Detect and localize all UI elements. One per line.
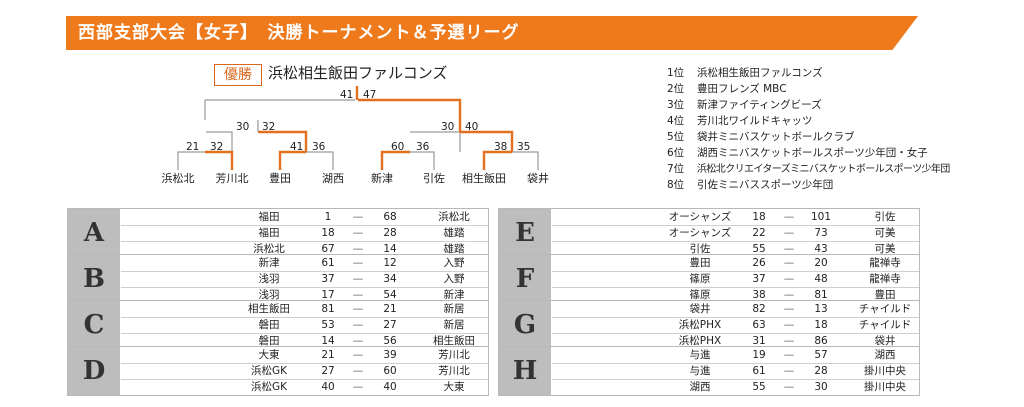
table-row: 袋井 82—13 チャイルド — [552, 301, 919, 318]
qf1-left — [177, 151, 205, 170]
qf3-right — [410, 151, 435, 170]
ranking-item: 3位 新津ファイティングビーズ — [667, 99, 822, 111]
table-row: 浜松PHX 63—18 チャイルド — [552, 317, 919, 334]
table-row: オーシャンズ 18—101 引佐 — [552, 209, 919, 226]
qf4-right — [512, 151, 539, 170]
table-row: 相生飯田 81—21 新居 — [121, 301, 488, 318]
qf1-score-right: 32 — [210, 141, 224, 153]
group-table-g: G 袋井 82—13 チャイルド 浜松PHX 63—18 チャイルド 浜松PHX 31—8… — [498, 300, 920, 350]
table-row: 与進 19—57 湖西 — [552, 347, 919, 364]
final-right-branch — [358, 98, 462, 120]
semi2-score-right: 40 — [465, 121, 479, 133]
page-title: 西部支部大会【女子】 決勝トーナメント＆予選リーグ — [78, 23, 520, 43]
group-letter: D — [68, 347, 120, 395]
table-row: 引佐 55—43 可美 — [689, 243, 896, 255]
final-score-left: 41 — [340, 89, 354, 101]
ranking-item: 2位 豊田フレンズ MBC — [667, 83, 787, 95]
group-letter: A — [68, 209, 120, 257]
group-table-e: E オーシャンズ 18—101 引佐 オーシャンズ 22—73 可美 引佐 55—43 可美 — [498, 208, 920, 258]
table-row: 篠原 37—48 龍禅寺 — [552, 271, 919, 288]
semi1-score-right: 32 — [262, 121, 276, 133]
group-letter: C — [68, 301, 120, 349]
qf4-score-left: 38 — [494, 141, 508, 153]
bracket-team: 引佐 — [423, 172, 445, 185]
champion-name: 浜松相生飯田ファルコンズ — [268, 64, 448, 82]
bracket-team: 袋井 — [527, 172, 549, 185]
group-letter: E — [499, 209, 551, 257]
title-banner — [66, 16, 918, 50]
table-row: オーシャンズ 22—73 可美 — [552, 225, 919, 242]
final-score-right: 47 — [363, 89, 377, 101]
group-letter: B — [68, 255, 120, 303]
qf4-left — [482, 150, 512, 170]
table-row: 浜松GK 40—40 大東 — [250, 381, 465, 393]
group-table-c: C 相生飯田 81—21 新居 磐田 53—27 新居 磐田 14—56 相生飯田 — [67, 300, 489, 350]
semi1-score-left: 30 — [236, 121, 250, 133]
qf2-score-right: 36 — [312, 141, 326, 153]
table-row: 浜松GK 27—60 芳川北 — [121, 363, 488, 380]
champion-badge: 優勝 — [214, 64, 262, 86]
table-row: 磐田 53—27 新居 — [121, 317, 488, 334]
table-row: 新津 61—12 入野 — [121, 255, 488, 272]
ranking-item: 1位 浜松相生飯田ファルコンズ — [667, 67, 823, 79]
group-table-h: H 与進 19—57 湖西 与進 61—28 掛川中央 湖西 55—30 掛川中央 — [498, 346, 920, 396]
table-row: 与進 61—28 掛川中央 — [552, 363, 919, 380]
qf1-score-left: 21 — [186, 141, 200, 153]
bracket-team: 湖西 — [322, 172, 344, 185]
group-table-d: D 大東 21—39 芳川北 浜松GK 27—60 芳川北 浜松GK 40—40 大東 — [67, 346, 489, 396]
ranking-item: 5位 袋井ミニバスケットボールクラブ — [667, 131, 855, 143]
table-row: 浜松PHX 31—86 袋井 — [678, 335, 896, 347]
bracket-team: 豊田 — [269, 172, 291, 185]
group-letter: F — [499, 255, 551, 303]
table-row: 浅羽 37—34 入野 — [121, 271, 488, 288]
table-row: 浅羽 17—54 新津 — [258, 289, 465, 301]
group-letter: H — [499, 347, 551, 395]
qf3-left — [380, 150, 410, 170]
ranking-item: 7位 浜松北クリエイターズミニバスケットボールスポーツ少年団 — [667, 163, 950, 175]
ranking-item: 8位 引佐ミニバススポーツ少年団 — [667, 179, 834, 191]
qf2-score-left: 41 — [290, 141, 304, 153]
bracket-team: 芳川北 — [215, 172, 249, 185]
group-table-b: B 新津 61—12 入野 浅羽 37—34 入野 浅羽 17—54 新津 — [67, 254, 489, 304]
table-row: 大東 21—39 芳川北 — [121, 347, 488, 364]
qf3-score-right: 36 — [416, 141, 430, 153]
table-row: 豊田 26—20 龍禅寺 — [552, 255, 919, 272]
qf4-score-right: 35 — [517, 141, 531, 153]
table-row: 磐田 14—56 相生飯田 — [258, 335, 476, 347]
bracket-team: 相生飯田 — [462, 172, 506, 185]
table-row: 福田 18—28 雄踏 — [121, 225, 488, 242]
bracket-team: 新津 — [371, 172, 393, 185]
qf2-left — [278, 150, 306, 170]
table-row: 福田 1—68 浜松北 — [121, 209, 488, 226]
final-left-branch — [204, 99, 355, 120]
bracket-team: 浜松北 — [161, 172, 195, 185]
tournament-bracket — [177, 86, 539, 170]
qf1-right — [205, 150, 234, 170]
semi1-left-branch — [206, 131, 233, 152]
group-table-a: A 福田 1—68 浜松北 福田 18—28 雄踏 浜松北 67—14 雄踏 — [67, 208, 489, 258]
semi2-right-branch — [460, 130, 514, 152]
ranking-item: 4位 芳川北ワイルドキャッツ — [667, 115, 813, 127]
qf3-score-left: 60 — [391, 141, 405, 153]
group-table-f: F 豊田 26—20 龍禅寺 篠原 37—48 龍禅寺 篠原 38—81 豊田 — [498, 254, 920, 304]
table-row: 篠原 38—81 豊田 — [689, 289, 896, 301]
table-row: 湖西 55—30 掛川中央 — [689, 381, 907, 393]
semi2-score-left: 30 — [441, 121, 455, 133]
table-row: 浜松北 67—14 雄踏 — [253, 243, 465, 255]
semi1-right-branch — [258, 130, 308, 152]
ranking-item: 6位 湖西ミニバスケットボールスポーツ少年団・女子 — [667, 147, 928, 159]
qf2-right — [306, 151, 334, 170]
group-letter: G — [499, 301, 551, 349]
